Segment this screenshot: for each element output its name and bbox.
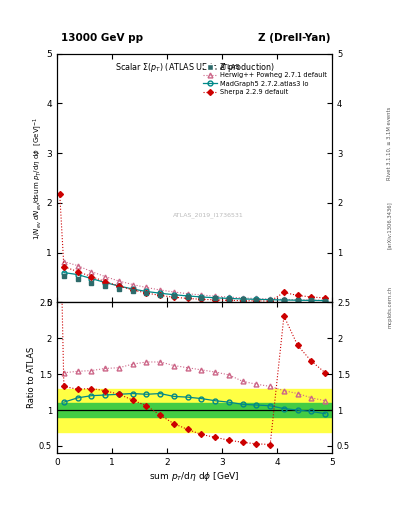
Y-axis label: $1/N_{ev}$ $dN_{ev}$/dsum $p_T$/d$\eta$ d$\phi$  [GeV]$^{-1}$: $1/N_{ev}$ $dN_{ev}$/dsum $p_T$/d$\eta$ …: [31, 116, 44, 240]
Text: Scalar $\Sigma(p_T)$ (ATLAS UE in Z production): Scalar $\Sigma(p_T)$ (ATLAS UE in Z prod…: [115, 61, 274, 74]
Text: mcplots.cern.ch: mcplots.cern.ch: [387, 286, 392, 328]
Y-axis label: Ratio to ATLAS: Ratio to ATLAS: [27, 347, 36, 409]
Bar: [57, 389, 332, 432]
Text: Z (Drell-Yan): Z (Drell-Yan): [258, 33, 330, 44]
Legend: ATLAS, Herwig++ Powheg 2.7.1 default, MadGraph5 2.7.2.atlas3 lo, Sherpa 2.2.9 de: ATLAS, Herwig++ Powheg 2.7.1 default, Ma…: [200, 62, 329, 97]
Text: 13000 GeV pp: 13000 GeV pp: [61, 33, 143, 44]
Text: Rivet 3.1.10, ≥ 3.1M events: Rivet 3.1.10, ≥ 3.1M events: [387, 106, 392, 180]
X-axis label: sum $p_T$/d$\eta$ d$\phi$ [GeV]: sum $p_T$/d$\eta$ d$\phi$ [GeV]: [149, 470, 240, 483]
Text: ATLAS_2019_I1736531: ATLAS_2019_I1736531: [173, 212, 244, 218]
Text: [arXiv:1306.3436]: [arXiv:1306.3436]: [387, 201, 392, 249]
Bar: [57, 403, 332, 417]
